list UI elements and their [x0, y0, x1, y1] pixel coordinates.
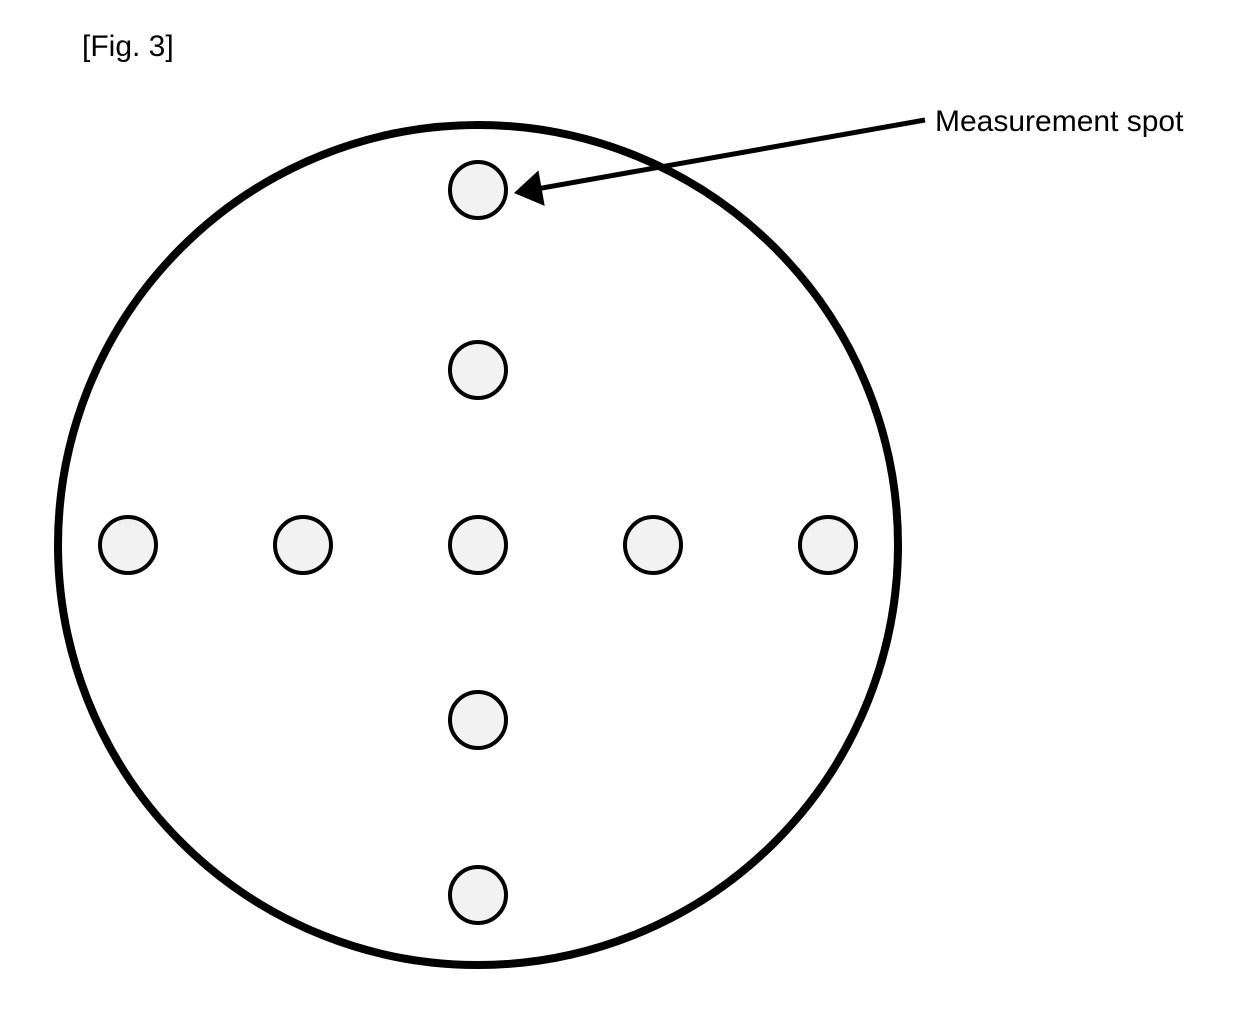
spot-bottom-inner: [450, 692, 506, 748]
spot-center: [450, 517, 506, 573]
spot-left-inner: [275, 517, 331, 573]
spot-right-outer: [800, 517, 856, 573]
spot-left-outer: [100, 517, 156, 573]
spots-group: [100, 162, 856, 923]
spot-bottom-outer: [450, 867, 506, 923]
spot-right-inner: [625, 517, 681, 573]
arrow-head-icon: [514, 170, 545, 205]
figure-canvas: [Fig. 3] Measurement spot: [0, 0, 1240, 1015]
spot-top-outer: [450, 162, 506, 218]
arrow-line: [531, 120, 925, 190]
spot-top-inner: [450, 342, 506, 398]
diagram-svg: [0, 0, 1240, 1015]
